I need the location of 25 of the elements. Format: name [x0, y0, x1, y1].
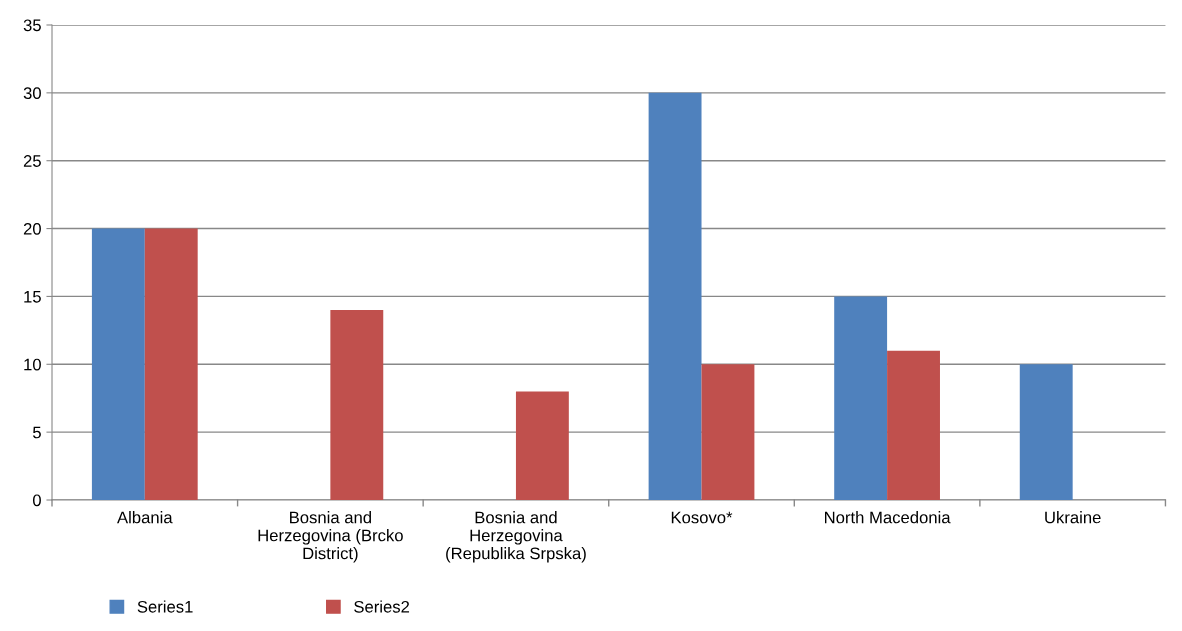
bar [834, 296, 888, 500]
bar [887, 350, 940, 500]
legend-label: Series2 [354, 600, 410, 613]
y-tick-label: 20 [23, 222, 41, 235]
x-tick-label: Bosnia and Herzegovina (Republika Srpska) [446, 511, 586, 563]
bar [701, 364, 755, 500]
x-tick-label: Ukraine [1045, 511, 1101, 524]
bar [330, 310, 384, 500]
y-tick-label: 15 [24, 291, 41, 303]
x-tick-label: Bosnia and Herzegovina (Brcko District) [258, 511, 403, 563]
bar [91, 228, 145, 500]
y-tick-label: 10 [24, 358, 41, 371]
y-tick-label: 0 [32, 494, 41, 507]
bar [144, 228, 198, 500]
x-tick-label: Kosovo* [671, 511, 733, 524]
bar [1019, 364, 1073, 500]
y-tick-label: 30 [23, 87, 41, 100]
x-tick-label: North Macedonia [825, 511, 951, 524]
y-tick-label: 5 [32, 426, 41, 439]
bar [648, 92, 702, 500]
legend-label: Series1 [137, 600, 193, 613]
y-tick-label: 35 [23, 19, 41, 32]
bar [515, 391, 569, 500]
y-tick-label: 25 [23, 155, 41, 167]
x-tick-label: Albania [117, 511, 173, 524]
